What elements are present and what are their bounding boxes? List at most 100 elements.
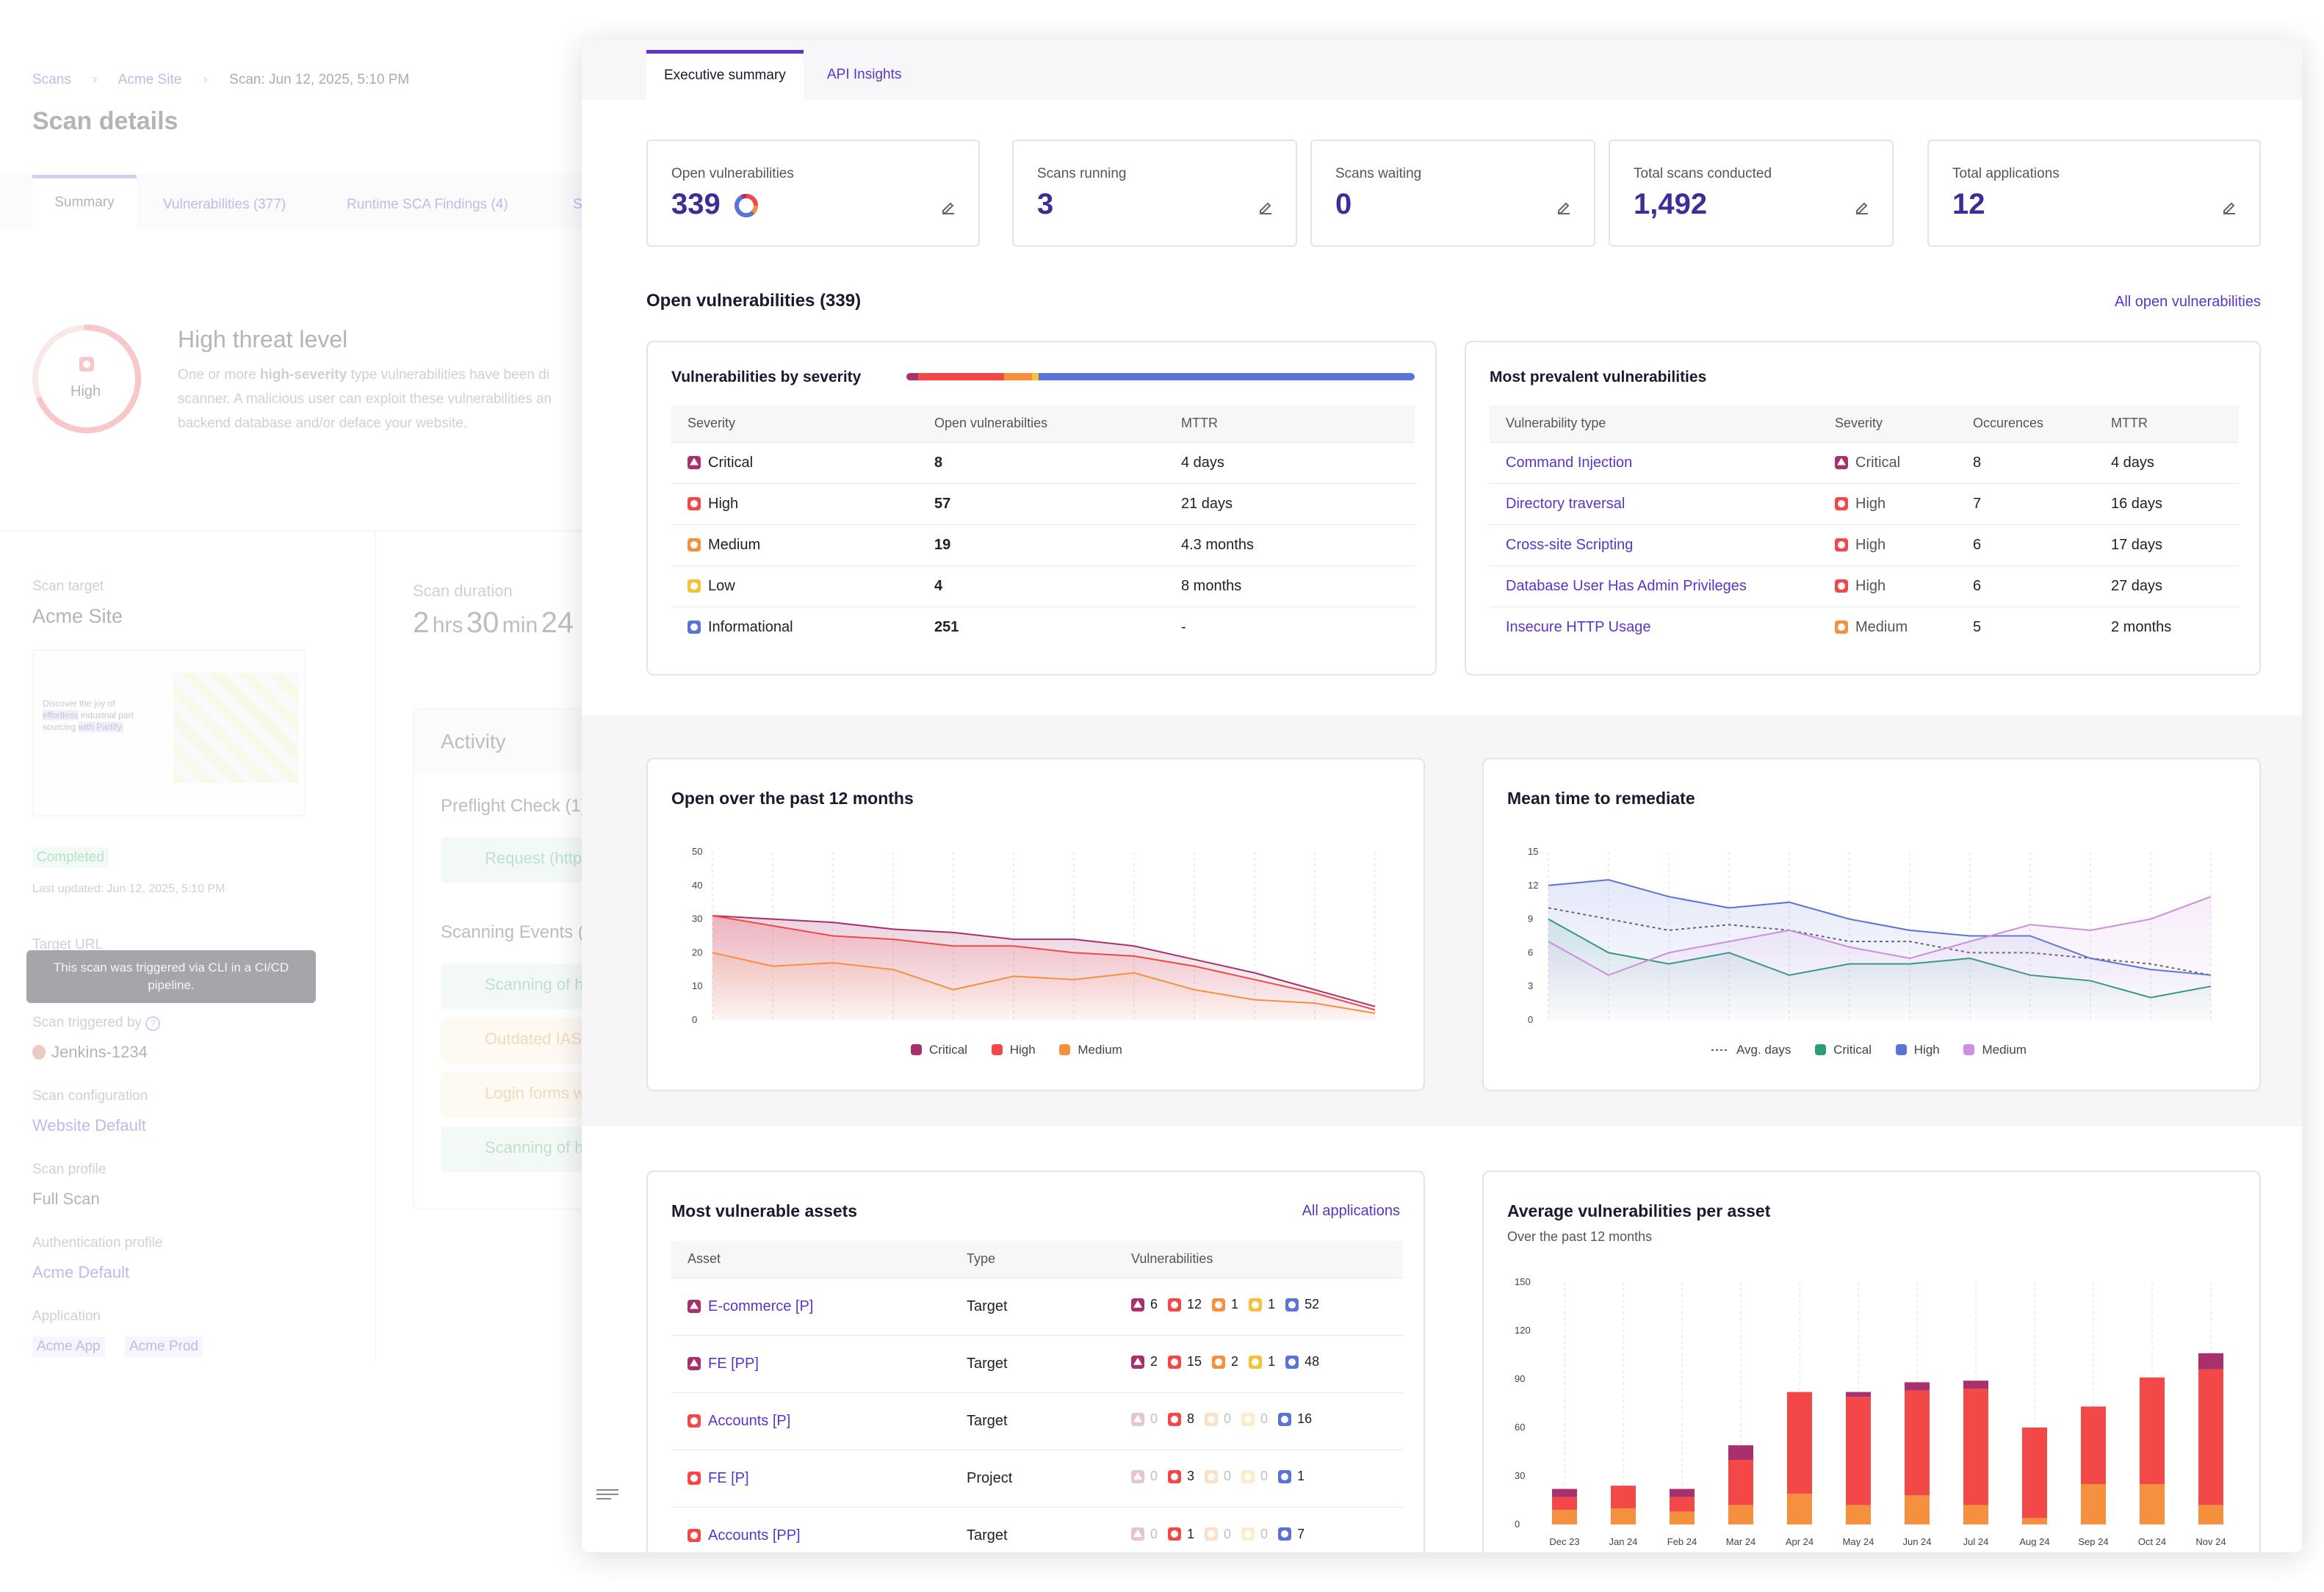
mttr-cell: 8 months — [1165, 565, 1415, 607]
col-header[interactable]: Vulnerability type — [1490, 405, 1819, 442]
bar-medium[interactable] — [2081, 1484, 2106, 1524]
table-row[interactable]: E-commerce [P] Target 6 12 1 1 52 — [671, 1277, 1403, 1335]
table-row[interactable]: Low 4 8 months — [671, 565, 1415, 607]
bar-high[interactable] — [1905, 1390, 1930, 1496]
edit-icon[interactable] — [1257, 200, 1274, 216]
table-row[interactable]: Medium 19 4.3 months — [671, 524, 1415, 565]
bar-medium[interactable] — [2140, 1484, 2165, 1524]
asset-cell[interactable]: E-commerce [P] — [671, 1277, 950, 1335]
table-row[interactable]: Cross-site Scripting High 6 17 days — [1490, 524, 2239, 565]
tab-runtime-sca[interactable]: Runtime SCA Findings (4) — [347, 197, 508, 212]
table-row[interactable]: Critical 8 4 days — [671, 441, 1415, 483]
asset-cell[interactable]: FE [PP] — [671, 1334, 950, 1392]
bar-critical[interactable] — [1905, 1382, 1930, 1391]
bar-high[interactable] — [1552, 1497, 1577, 1510]
tab-api-insights[interactable]: API Insights — [827, 67, 902, 82]
bar-high[interactable] — [1728, 1460, 1753, 1505]
bar-critical[interactable] — [1846, 1392, 1871, 1397]
stat-total-scans[interactable]: Total scans conducted 1,492 — [1609, 140, 1894, 247]
bar-medium[interactable] — [2198, 1505, 2223, 1524]
asset-cell[interactable]: Accounts [P] — [671, 1392, 950, 1450]
bar-critical[interactable] — [1728, 1445, 1753, 1460]
bar-critical[interactable] — [1552, 1488, 1577, 1497]
bar-high[interactable] — [1670, 1497, 1695, 1512]
vuln-type-link[interactable]: Database User Has Admin Privileges — [1490, 565, 1819, 607]
table-row[interactable]: Command Injection Critical 8 4 days — [1490, 441, 2239, 483]
table-row[interactable]: Informational 251 - — [671, 606, 1415, 648]
asset-cell[interactable]: Accounts [PP] — [671, 1506, 950, 1552]
table-row[interactable]: FE [PP] Target 2 15 2 1 48 — [671, 1334, 1403, 1392]
bar-high[interactable] — [1963, 1389, 1988, 1505]
event-item[interactable]: Outdated IAS — [441, 1018, 602, 1063]
app-chip[interactable]: Acme App — [32, 1336, 105, 1357]
col-header[interactable]: Vulnerabilities — [1115, 1241, 1403, 1278]
menu-icon[interactable] — [596, 1486, 618, 1504]
col-header[interactable]: Severity — [1819, 405, 1957, 442]
mttr-cell: 4 days — [2095, 441, 2239, 483]
bar-high[interactable] — [2022, 1428, 2047, 1519]
bar-high[interactable] — [2198, 1369, 2223, 1505]
bar-medium[interactable] — [1670, 1511, 1695, 1524]
col-header[interactable]: MTTR — [1165, 405, 1415, 442]
vuln-type-link[interactable]: Directory traversal — [1490, 482, 1819, 524]
table-row[interactable]: Directory traversal High 7 16 days — [1490, 482, 2239, 524]
app-chip[interactable]: Acme Prod — [125, 1336, 203, 1357]
bar-critical[interactable] — [1963, 1381, 1988, 1389]
asset-cell[interactable]: FE [P] — [671, 1449, 950, 1507]
bar-medium[interactable] — [1552, 1510, 1577, 1524]
bar-high[interactable] — [1611, 1486, 1636, 1508]
bar-critical[interactable] — [2198, 1353, 2223, 1370]
col-header[interactable]: Severity — [671, 405, 918, 442]
vulnerabilities-cell: 2 15 2 1 48 — [1115, 1334, 1403, 1392]
event-item[interactable]: Scanning of h — [441, 963, 602, 1009]
bar-medium[interactable] — [1846, 1505, 1871, 1524]
stat-scans-running[interactable]: Scans running 3 — [1012, 140, 1297, 247]
event-item[interactable]: Login forms w — [441, 1072, 602, 1118]
event-item[interactable]: Scanning of h — [441, 1126, 602, 1172]
table-row[interactable]: Accounts [P] Target 0 8 0 0 16 — [671, 1392, 1403, 1450]
stat-open-vulnerabilities[interactable]: Open vulnerabilities 339 — [646, 140, 980, 247]
help-icon[interactable]: ? — [145, 1016, 161, 1031]
table-row[interactable]: Insecure HTTP Usage Medium 5 2 months — [1490, 606, 2239, 648]
bar-medium[interactable] — [1728, 1505, 1753, 1524]
bar-high[interactable] — [1846, 1397, 1871, 1505]
table-row[interactable]: Database User Has Admin Privileges High … — [1490, 565, 2239, 607]
bar-high[interactable] — [1787, 1392, 1812, 1494]
all-open-vulnerabilities-link[interactable]: All open vulnerabilities — [2114, 294, 2261, 310]
config-link[interactable]: Website Default — [32, 1116, 146, 1135]
edit-icon[interactable] — [940, 200, 956, 216]
bar-critical[interactable] — [1670, 1488, 1695, 1497]
auth-link[interactable]: Acme Default — [32, 1263, 130, 1281]
col-header[interactable]: Type — [950, 1241, 1115, 1278]
vuln-type-link[interactable]: Cross-site Scripting — [1490, 524, 1819, 565]
site-thumbnail[interactable]: Discover the joy of effortless industrial… — [32, 649, 306, 817]
edit-icon[interactable] — [1556, 200, 1572, 216]
vuln-type-link[interactable]: Insecure HTTP Usage — [1490, 606, 1819, 648]
bar-medium[interactable] — [1611, 1508, 1636, 1524]
preflight-item[interactable]: Request (https — [441, 837, 602, 883]
all-applications-link[interactable]: All applications — [1302, 1203, 1400, 1219]
col-header[interactable]: MTTR — [2095, 405, 2239, 442]
bar-medium[interactable] — [1963, 1505, 1988, 1524]
col-header[interactable]: Asset — [671, 1241, 950, 1278]
tab-executive-summary[interactable]: Executive summary — [646, 50, 804, 100]
breadcrumb-scans[interactable]: Scans — [32, 72, 71, 87]
bar-medium[interactable] — [1905, 1495, 1930, 1524]
bar-high[interactable] — [2081, 1406, 2106, 1484]
bar-medium[interactable] — [2022, 1518, 2047, 1524]
stat-total-applications[interactable]: Total applications 12 — [1927, 140, 2261, 247]
tab-vulnerabilities[interactable]: Vulnerabilities (377) — [163, 197, 286, 212]
tab-summary[interactable]: Summary — [32, 175, 137, 229]
bar-medium[interactable] — [1787, 1494, 1812, 1524]
vuln-type-link[interactable]: Command Injection — [1490, 441, 1819, 483]
col-header[interactable]: Occurences — [1957, 405, 2095, 442]
table-row[interactable]: High 57 21 days — [671, 482, 1415, 524]
col-header[interactable]: Open vulnerabilties — [918, 405, 1165, 442]
edit-icon[interactable] — [2221, 200, 2237, 216]
bar-high[interactable] — [2140, 1377, 2165, 1484]
breadcrumb-site[interactable]: Acme Site — [118, 72, 182, 87]
edit-icon[interactable] — [1854, 200, 1870, 216]
stat-scans-waiting[interactable]: Scans waiting 0 — [1310, 140, 1595, 247]
